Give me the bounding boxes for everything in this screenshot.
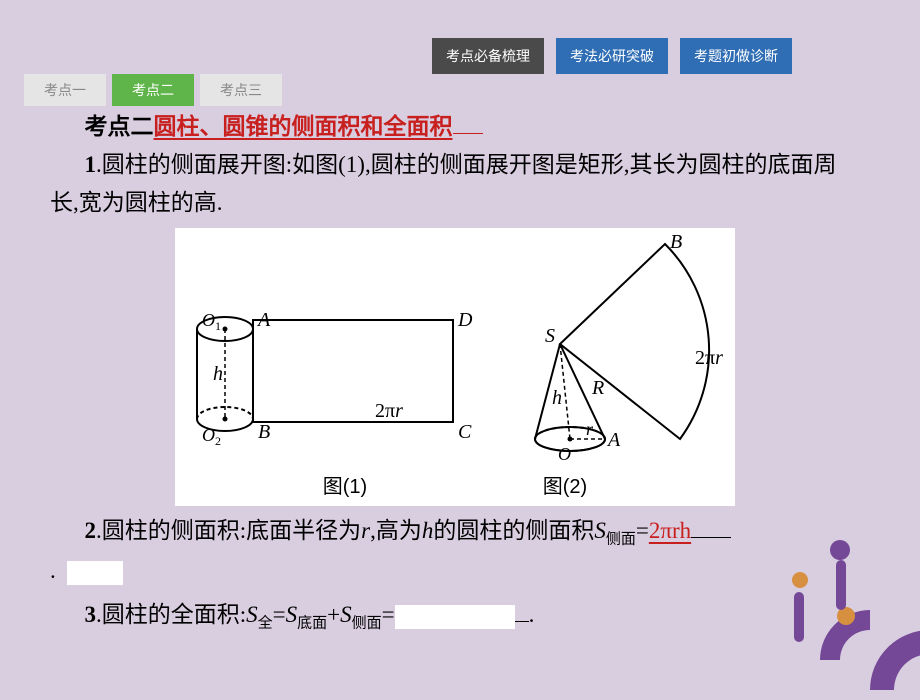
label-O1: O [202,310,215,330]
figure-1-caption: 图(1) [323,471,367,504]
p3-plus: + [327,602,340,627]
label-h-2: h [552,387,562,409]
tab-point-1[interactable]: 考点一 [24,74,106,106]
svg-text:2: 2 [215,434,221,448]
nav-btn-questions[interactable]: 考题初做诊断 [680,38,792,74]
p2-c: 的圆柱的侧面积 [433,518,594,543]
p2-a: .圆柱的侧面积:底面半径为 [96,518,361,543]
nav-btn-outline[interactable]: 考点必备梳理 [432,38,544,74]
title-underline-tail [453,133,483,134]
title-prefix: 考点二 [85,114,154,139]
figure-1-svg: O1 O2 h A B D C 2πr [180,234,480,459]
sub-nav: 考点一 考点二 考点三 [24,74,282,106]
label-2pir-1: 2πr [375,400,403,422]
p3-sub-side: 侧面 [352,616,382,632]
paragraph-3: 3.圆柱的全面积:S全=S底面+S侧面=. [50,596,860,636]
p3-sub-base: 底面 [297,616,327,632]
p3-sub-full: 全 [258,616,273,632]
label-A-2: A [606,429,621,451]
p2-eq: = [636,518,649,543]
paragraph-2: 2.圆柱的侧面积:底面半径为r,高为h的圆柱的侧面积S侧面=2πrh [50,512,860,552]
p3-num: 3 [85,602,97,627]
label-D: D [457,309,473,331]
paragraph-2-line2: . [50,552,860,590]
p2-sub-side: 侧面 [606,531,636,547]
label-S: S [545,325,555,347]
p3-blank-tail [515,621,529,622]
p2-b: ,高为 [370,518,422,543]
figure-2-caption: 图(2) [543,471,587,504]
tab-point-3[interactable]: 考点三 [200,74,282,106]
label-r: r [586,419,594,439]
p3-S3: S [340,602,352,627]
paragraph-1: 1.圆柱的侧面展开图:如图(1),圆柱的侧面展开图是矩形,其长为圆柱的底面周长,… [50,146,860,222]
p2-r: r [361,518,370,543]
content: 考点二圆柱、圆锥的侧面积和全面积 1.圆柱的侧面展开图:如图(1),圆柱的侧面展… [50,108,860,636]
p2-S: S [594,518,606,543]
label-h-1: h [213,363,223,385]
label-C: C [458,421,472,443]
p3-a: .圆柱的全面积: [96,602,246,627]
label-2pir-2: 2πr [695,347,723,369]
p3-S1: S [246,602,258,627]
p3-eq2: = [382,602,395,627]
p1-num: 1 [85,152,97,177]
nav-btn-methods[interactable]: 考法必研突破 [556,38,668,74]
figure-container: O1 O2 h A B D C 2πr B 2πr [175,228,735,506]
svg-text:1: 1 [215,319,221,333]
p1-text: .圆柱的侧面展开图:如图(1),圆柱的侧面展开图是矩形,其长为圆柱的底面周长,宽… [50,152,836,215]
section-title: 考点二圆柱、圆锥的侧面积和全面积 [50,108,860,146]
top-nav: 考点必备梳理 考法必研突破 考题初做诊断 [432,38,792,74]
p2-h: h [422,518,434,543]
label-O: O [558,444,571,464]
white-mask-2 [395,605,515,629]
tab-point-2[interactable]: 考点二 [112,74,194,106]
label-R: R [591,377,604,399]
p2-blank-tail [691,537,731,538]
p3-S2: S [286,602,298,627]
title-main: 圆柱、圆锥的侧面积和全面积 [154,114,453,139]
label-B-2: B [670,234,682,253]
p2-num: 2 [85,518,97,543]
corner-decoration [750,520,920,700]
label-O2: O [202,425,215,445]
white-mask-1 [67,561,123,585]
p3-eq1: = [273,602,286,627]
p2-answer: 2πrh [649,518,691,543]
figure-2-svg: B 2πr S h R r O A [500,234,730,469]
label-B-1: B [258,421,270,443]
